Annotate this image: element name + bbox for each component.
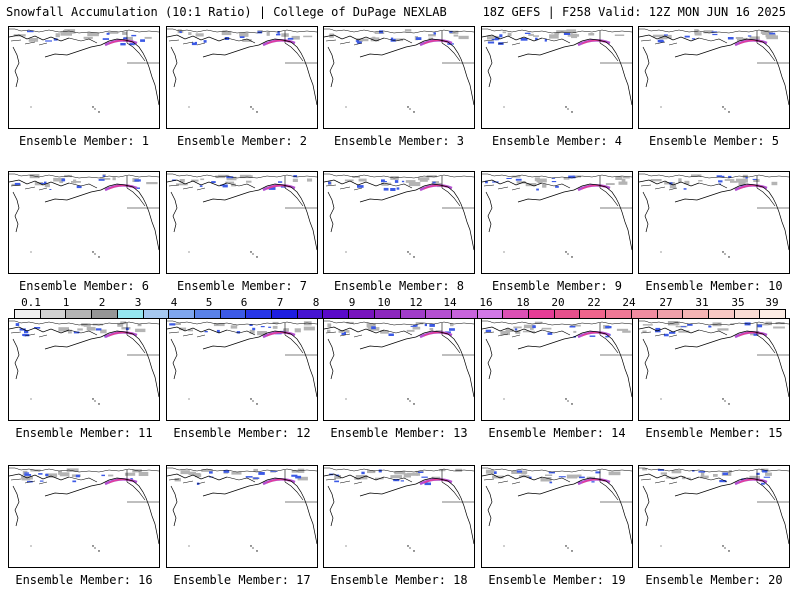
colorbar-segment <box>323 310 350 318</box>
ensemble-member-label: Ensemble Member: 9 <box>491 279 623 293</box>
colorbar-tick-label: 4 <box>170 296 178 309</box>
snowfall-map <box>166 465 318 568</box>
snowfall-map <box>323 318 475 421</box>
ensemble-member-label: Ensemble Member: 12 <box>173 426 311 440</box>
colorbar-tick-label: 12 <box>409 296 423 309</box>
colorbar-tick-label: 14 <box>443 296 457 309</box>
colorbar-tick-label: 7 <box>276 296 284 309</box>
colorbar-segment <box>426 310 452 318</box>
colorbar-tick-label: 9 <box>348 296 356 309</box>
snowfall-map <box>8 465 160 568</box>
colorbar-segment <box>272 310 298 318</box>
snowfall-map <box>323 26 475 129</box>
colorbar-tick-label: 10 <box>377 296 391 309</box>
colorbar-segment <box>246 310 273 318</box>
colorbar-segment <box>92 310 118 318</box>
ensemble-member-label: Ensemble Member: 20 <box>645 573 783 587</box>
colorbar-segment <box>503 310 530 318</box>
colorbar-tick-label: 35 <box>731 296 745 309</box>
colorbar-tick-label: 0.1 <box>21 296 41 309</box>
ensemble-member-label: Ensemble Member: 5 <box>648 134 780 148</box>
ensemble-member-label: Ensemble Member: 14 <box>488 426 626 440</box>
snowfall-map <box>323 171 475 274</box>
colorbar-segment <box>194 310 221 318</box>
colorbar-segment <box>451 310 478 318</box>
colorbar-tick-label: 5 <box>205 296 213 309</box>
snowfall-map <box>166 318 318 421</box>
ensemble-member-label: Ensemble Member: 1 <box>18 134 150 148</box>
colorbar-tick-label: 39 <box>765 296 779 309</box>
colorbar-tick-label: 2 <box>98 296 106 309</box>
colorbar-segment <box>143 310 170 318</box>
colorbar-segment <box>169 310 195 318</box>
colorbar-segment <box>374 310 401 318</box>
colorbar-segment <box>15 310 41 318</box>
colorbar: 0.1 1 2 3 4 5 6 7 8 9 10 12 14 16 18 20 22 24 27 31 35 39 <box>14 296 786 320</box>
colorbar-strip <box>14 309 786 319</box>
ensemble-member-label: Ensemble Member: 8 <box>333 279 465 293</box>
colorbar-tick-label: 6 <box>240 296 248 309</box>
ensemble-member-label: Ensemble Member: 19 <box>488 573 626 587</box>
colorbar-tick-label: 8 <box>312 296 320 309</box>
colorbar-tick-label: 1 <box>62 296 70 309</box>
colorbar-segment <box>477 310 504 318</box>
title-right: 18Z GEFS | F258 Valid: 12Z MON JUN 16 20… <box>482 5 786 19</box>
colorbar-segment <box>631 310 658 318</box>
snowfall-map <box>638 26 790 129</box>
ensemble-member-label: Ensemble Member: 2 <box>176 134 308 148</box>
colorbar-tick-label: 31 <box>695 296 709 309</box>
colorbar-tick-label: 22 <box>587 296 601 309</box>
colorbar-segment <box>760 310 786 318</box>
snowfall-map <box>481 465 633 568</box>
colorbar-tick-label: 24 <box>622 296 636 309</box>
snowfall-map <box>638 318 790 421</box>
colorbar-segment <box>349 310 375 318</box>
colorbar-segment <box>683 310 709 318</box>
ensemble-member-label: Ensemble Member: 7 <box>176 279 308 293</box>
ensemble-member-label: Ensemble Member: 16 <box>15 573 153 587</box>
ensemble-member-label: Ensemble Member: 18 <box>330 573 468 587</box>
snowfall-map <box>481 26 633 129</box>
colorbar-tick-label: 16 <box>479 296 493 309</box>
colorbar-segment <box>66 310 93 318</box>
colorbar-segment <box>708 310 735 318</box>
colorbar-segment <box>117 310 144 318</box>
colorbar-segment <box>734 310 761 318</box>
ensemble-member-label: Ensemble Member: 15 <box>645 426 783 440</box>
snowfall-map <box>8 26 160 129</box>
colorbar-tick-label: 27 <box>659 296 673 309</box>
colorbar-segment <box>606 310 632 318</box>
snowfall-map <box>166 171 318 274</box>
colorbar-segment <box>220 310 247 318</box>
snowfall-map <box>323 465 475 568</box>
colorbar-tick-label: 3 <box>134 296 142 309</box>
snowfall-map <box>8 318 160 421</box>
colorbar-tick-label: 18 <box>516 296 530 309</box>
snowfall-map <box>638 465 790 568</box>
colorbar-segment <box>580 310 607 318</box>
colorbar-segment <box>529 310 555 318</box>
snowfall-map <box>481 318 633 421</box>
colorbar-tick-label: 20 <box>551 296 565 309</box>
snowfall-map <box>481 171 633 274</box>
ensemble-member-label: Ensemble Member: 6 <box>18 279 150 293</box>
colorbar-segment <box>657 310 684 318</box>
ensemble-member-label: Ensemble Member: 4 <box>491 134 623 148</box>
colorbar-segment <box>400 310 427 318</box>
ensemble-member-label: Ensemble Member: 10 <box>645 279 783 293</box>
ensemble-member-label: Ensemble Member: 11 <box>15 426 153 440</box>
colorbar-segment <box>297 310 324 318</box>
title-left: Snowfall Accumulation (10:1 Ratio) | Col… <box>6 5 447 19</box>
ensemble-member-label: Ensemble Member: 17 <box>173 573 311 587</box>
snowfall-map <box>166 26 318 129</box>
ensemble-member-label: Ensemble Member: 13 <box>330 426 468 440</box>
snowfall-map <box>8 171 160 274</box>
colorbar-segment <box>554 310 581 318</box>
colorbar-segment <box>40 310 67 318</box>
header: Snowfall Accumulation (10:1 Ratio) | Col… <box>0 0 800 24</box>
ensemble-member-label: Ensemble Member: 3 <box>333 134 465 148</box>
snowfall-map <box>638 171 790 274</box>
